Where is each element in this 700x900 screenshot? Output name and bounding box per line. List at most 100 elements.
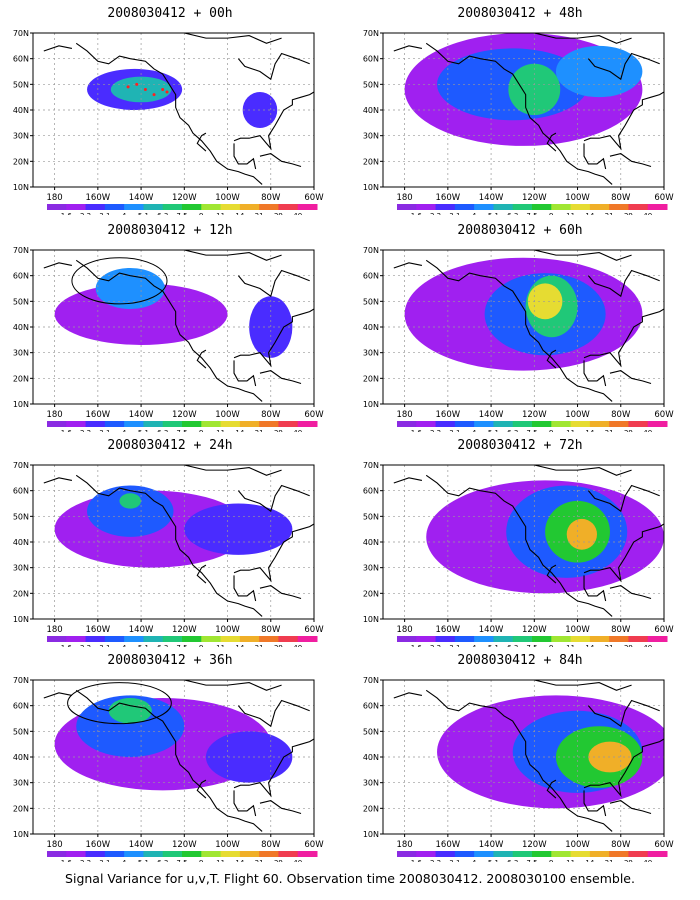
colorbar-swatch xyxy=(474,636,494,642)
coastline xyxy=(233,523,314,583)
colorbar-swatch xyxy=(454,636,475,642)
x-tick-label: 80W xyxy=(261,193,281,203)
variance-contour xyxy=(527,283,563,320)
colorbar-label: 2.2 xyxy=(80,429,91,432)
colorbar-label: 4 xyxy=(472,429,477,432)
x-tick-label: 140W xyxy=(129,625,154,635)
coastline xyxy=(75,689,263,832)
y-tick-label: 60N xyxy=(363,272,379,281)
target-ellipse xyxy=(71,257,168,305)
x-tick-label: 140W xyxy=(129,840,154,850)
y-tick-label: 60N xyxy=(363,487,379,496)
x-tick-label: 140W xyxy=(479,410,504,420)
colorbar-swatch xyxy=(628,421,649,427)
colorbar-label: 40 xyxy=(293,644,302,647)
colorbar-swatch xyxy=(512,421,533,427)
colorbar-label: 7.5 xyxy=(526,644,537,647)
colorbar-swatch xyxy=(124,636,144,642)
colorbar-swatch xyxy=(297,204,318,210)
figure-caption: Signal Variance for u,v,T. Flight 60. Ob… xyxy=(65,871,635,886)
target-ellipse xyxy=(67,682,172,725)
coastline xyxy=(583,308,664,368)
coastline xyxy=(196,564,207,584)
x-tick-label: 100W xyxy=(215,193,240,203)
coastline xyxy=(393,692,423,699)
coastline xyxy=(546,564,557,584)
colorbar-swatch xyxy=(551,636,572,642)
colorbar-label: 2.2 xyxy=(430,644,441,647)
colorbar-swatch xyxy=(454,421,475,427)
x-tick-label: 60W xyxy=(304,410,324,420)
colorbar-label: 2.2 xyxy=(430,212,441,215)
coastline xyxy=(583,143,607,170)
y-tick-label: 40N xyxy=(363,538,379,547)
colorbar-swatch xyxy=(259,204,279,210)
colorbar-label: 14 xyxy=(235,212,244,215)
colorbar-label: 40 xyxy=(293,859,302,862)
colorbar-label: 21 xyxy=(255,644,264,647)
colorbar-swatch xyxy=(201,851,222,857)
map-panel: 2008030412 + 48h 10N 20N 30N 40N 50N 60N 70N 180… xyxy=(350,0,690,215)
colorbar-swatch xyxy=(589,636,610,642)
colorbar-swatch xyxy=(239,636,260,642)
x-tick-label: 160W xyxy=(436,410,461,420)
colorbar-swatch xyxy=(124,204,144,210)
colorbar-label: 40 xyxy=(643,859,652,862)
flight-point xyxy=(161,87,165,91)
colorbar-swatch xyxy=(435,204,456,210)
coastline xyxy=(184,465,282,476)
colorbar-label: 29 xyxy=(624,644,633,647)
y-tick-label: 50N xyxy=(13,297,29,306)
colorbar-label: 14 xyxy=(235,429,244,432)
coastline xyxy=(43,262,73,269)
colorbar-label: 5.1 xyxy=(488,859,499,862)
colorbar-label: 9 xyxy=(199,212,203,215)
coastline xyxy=(546,132,557,152)
y-tick-label: 20N xyxy=(363,374,379,383)
coastline xyxy=(233,91,314,151)
colorbar-label: 5.1 xyxy=(488,429,499,432)
colorbar-label: 6.3 xyxy=(157,212,168,215)
colorbar-swatch xyxy=(532,421,552,427)
y-tick-label: 20N xyxy=(13,804,29,813)
colorbar-swatch xyxy=(104,851,125,857)
x-tick-label: 80W xyxy=(261,625,281,635)
coastline xyxy=(583,575,607,602)
colorbar-label: 5.1 xyxy=(138,859,149,862)
colorbar-swatch xyxy=(85,421,106,427)
colorbar-swatch xyxy=(104,204,125,210)
colorbar-swatch xyxy=(182,851,202,857)
colorbar-label: 9 xyxy=(199,859,203,862)
colorbar-label: 5.1 xyxy=(488,644,499,647)
colorbar-swatch xyxy=(416,204,437,210)
y-tick-label: 50N xyxy=(363,297,379,306)
colorbar-label: 29 xyxy=(624,212,633,215)
colorbar-swatch xyxy=(182,204,202,210)
coastline xyxy=(43,477,73,484)
colorbar-swatch xyxy=(278,636,299,642)
colorbar-label: 3.1 xyxy=(99,212,110,215)
colorbar-swatch xyxy=(182,636,202,642)
y-tick-label: 70N xyxy=(13,246,29,255)
coastline xyxy=(75,259,263,402)
map-svg: 10N 20N 30N 40N 50N 60N 70N 180 160W 140W 120W 100W… xyxy=(363,461,674,647)
x-tick-label: 120W xyxy=(522,625,547,635)
map-panel: 2008030412 + 24h 10N 20N 30N 40N 50N 60N 70N 180… xyxy=(0,432,340,647)
x-tick-label: 140W xyxy=(479,625,504,635)
colorbar-label: 40 xyxy=(293,212,302,215)
x-tick-label: 60W xyxy=(654,193,674,203)
x-tick-label: 140W xyxy=(129,193,154,203)
colorbar-swatch xyxy=(474,204,494,210)
coastline xyxy=(534,465,632,476)
coastline xyxy=(393,477,423,484)
coastline xyxy=(546,779,557,799)
colorbar-label: 3.1 xyxy=(449,859,460,862)
map-panel: 2008030412 + 60h 10N 20N 30N 40N 50N 60N 70N 180… xyxy=(350,217,690,432)
map-svg: 10N 20N 30N 40N 50N 60N 70N 180 160W 140W 120W 100W… xyxy=(363,246,674,432)
y-tick-label: 20N xyxy=(363,589,379,598)
coastline xyxy=(609,153,652,167)
colorbar-label: 29 xyxy=(274,859,283,862)
colorbar-swatch xyxy=(162,204,183,210)
colorbar-swatch xyxy=(85,636,106,642)
x-tick-label: 120W xyxy=(172,410,197,420)
